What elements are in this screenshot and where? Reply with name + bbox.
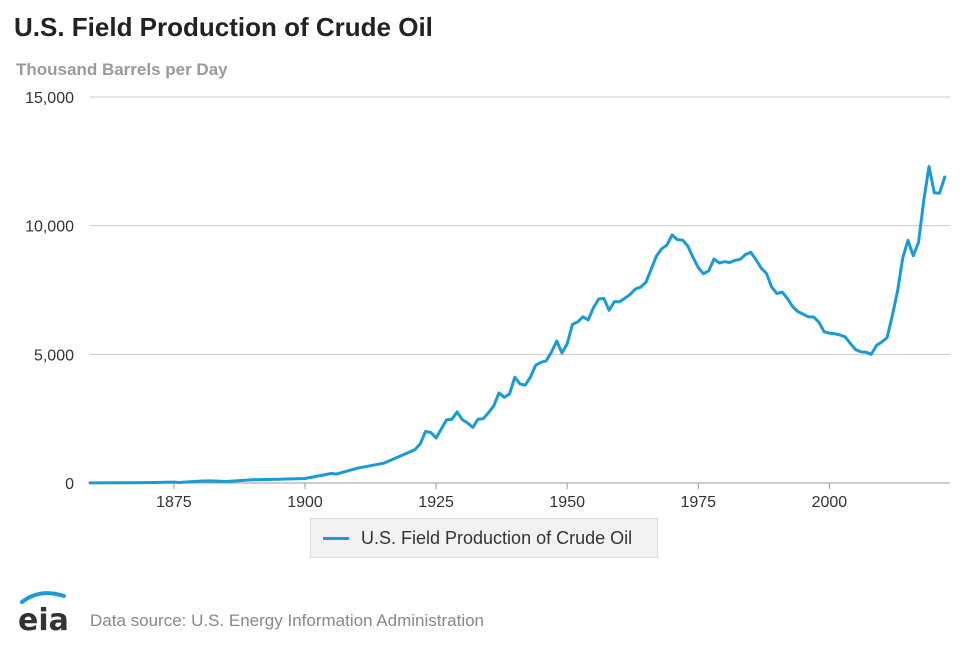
legend-line-swatch bbox=[323, 536, 349, 540]
x-tick-label: 1925 bbox=[418, 494, 454, 511]
data-source-note: Data source: U.S. Energy Information Adm… bbox=[90, 611, 485, 630]
chart-subtitle: Thousand Barrels per Day bbox=[16, 60, 228, 79]
chart-title: U.S. Field Production of Crude Oil bbox=[14, 12, 433, 42]
eia-logo: eia bbox=[18, 591, 69, 634]
y-tick-label: 15,000 bbox=[25, 90, 74, 107]
x-tick-label: 1975 bbox=[680, 494, 716, 511]
logo-text: eia bbox=[18, 603, 69, 634]
y-tick-label: 0 bbox=[65, 476, 74, 493]
x-tick-label: 1875 bbox=[156, 494, 192, 511]
y-tick-label: 5,000 bbox=[34, 347, 74, 364]
x-tick-label: 2000 bbox=[812, 494, 848, 511]
x-tick-label: 1900 bbox=[287, 494, 323, 511]
legend-label: U.S. Field Production of Crude Oil bbox=[361, 527, 633, 548]
x-tick-label: 1950 bbox=[549, 494, 585, 511]
chart-legend[interactable]: U.S. Field Production of Crude Oil bbox=[310, 518, 658, 558]
series-line bbox=[88, 165, 947, 485]
y-tick-label: 10,000 bbox=[25, 219, 74, 236]
